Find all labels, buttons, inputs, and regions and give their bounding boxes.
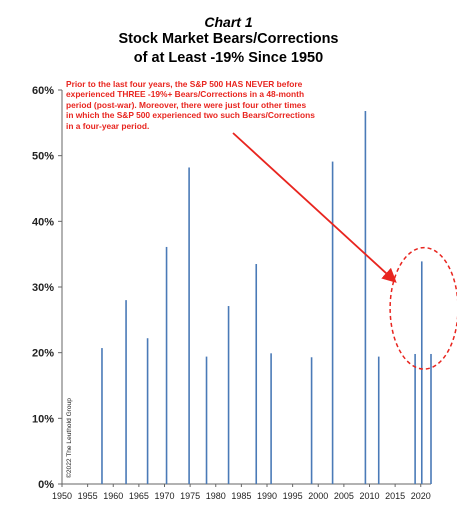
copyright-text: ©2022 The Leuthold Group: [66, 398, 73, 478]
y-tick-label: 30%: [32, 282, 54, 294]
x-tick-label: 2010: [359, 491, 379, 501]
y-tick-label: 60%: [32, 85, 54, 97]
x-tick-label: 1990: [257, 491, 277, 501]
x-tick-label: 1975: [180, 491, 200, 501]
x-tick-label: 1965: [129, 491, 149, 501]
y-tick-label: 50%: [32, 151, 54, 163]
chart-title-block: Chart 1 Stock Market Bears/Corrections o…: [0, 14, 457, 68]
x-tick-label: 1960: [103, 491, 123, 501]
annotation-note: Prior to the last four years, the S&P 50…: [66, 79, 396, 131]
x-tick-label: 2015: [385, 491, 405, 501]
data-bar: [331, 161, 334, 484]
annotation-line: Prior to the last four years, the S&P 50…: [66, 79, 303, 89]
data-bar: [414, 353, 416, 484]
annotation-line: experienced THREE -19%+ Bears/Correction…: [66, 89, 305, 100]
data-bar: [310, 357, 313, 484]
data-bar: [270, 353, 272, 484]
data-bar: [420, 261, 423, 484]
x-tick-label: 2020: [411, 491, 431, 501]
data-bar: [188, 167, 190, 484]
x-tick-label: 1950: [52, 491, 72, 501]
chart-title-line-2: of at Least -19% Since 1950: [133, 50, 324, 66]
x-tick-label: 2005: [334, 491, 354, 501]
data-bar: [146, 338, 149, 484]
x-tick-label: 1985: [231, 491, 251, 501]
data-bar: [101, 348, 103, 484]
x-tick-label: 1995: [283, 491, 303, 501]
data-bar: [227, 306, 230, 484]
y-tick-label: 0%: [38, 479, 54, 491]
y-tick-label: 40%: [32, 216, 54, 228]
x-tick-label: 1955: [78, 491, 98, 501]
annotation-line: in which the S&P 500 experienced two suc…: [66, 110, 315, 121]
y-tick-label: 20%: [32, 348, 54, 360]
y-tick-label: 10%: [32, 413, 54, 425]
data-bar: [205, 356, 208, 484]
data-bar: [165, 246, 168, 484]
chart-title-line-1: Stock Market Bears/Corrections: [118, 31, 339, 47]
x-tick-label: 1980: [206, 491, 226, 501]
data-bar: [125, 300, 127, 484]
data-bar: [377, 356, 380, 484]
data-bar: [430, 353, 432, 484]
x-tick-label: 1970: [154, 491, 174, 501]
annotation-line: in a four-year period.: [66, 120, 150, 131]
data-bar: [364, 111, 367, 484]
highlight-ellipse: [389, 246, 457, 370]
annotation-arrow: [232, 132, 397, 283]
chart-number: Chart 1: [204, 14, 253, 30]
data-bar: [255, 264, 258, 484]
annotation-line: period (post-war). Moreover, there were …: [66, 99, 307, 110]
x-tick-label: 2000: [308, 491, 328, 501]
